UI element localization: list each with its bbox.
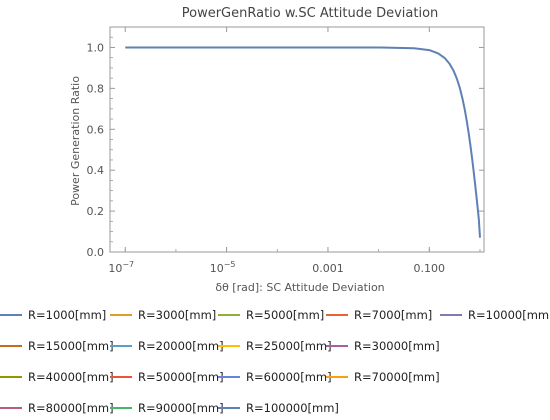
legend-swatch	[0, 345, 22, 347]
x-tick-label-exponent: −5	[224, 260, 236, 269]
x-tick-label: 10−5	[210, 260, 236, 275]
legend-item: R=1000[mm]	[0, 303, 106, 327]
legend-swatch	[218, 345, 240, 347]
legend-label: R=5000[mm]	[246, 308, 325, 322]
y-tick-label: 0.4	[87, 164, 105, 177]
legend-label: R=70000[mm]	[354, 370, 440, 384]
legend-swatch	[0, 376, 22, 378]
legend-label: R=25000[mm]	[246, 339, 332, 353]
legend-item: R=30000[mm]	[326, 334, 440, 358]
legend-label: R=40000[mm]	[28, 370, 114, 384]
legend-item: R=60000[mm]	[218, 365, 332, 389]
legend-item: R=15000[mm]	[0, 334, 114, 358]
legend-label: R=3000[mm]	[138, 308, 217, 322]
legend-item: R=80000[mm]	[0, 396, 114, 420]
y-tick-label: 0.2	[87, 205, 105, 218]
x-tick-label-base: 10	[108, 262, 122, 275]
legend-label: R=10000[mm]	[468, 308, 550, 322]
plot-area-border	[109, 26, 485, 253]
legend-label: R=100000[mm]	[246, 401, 339, 415]
legend-swatch	[0, 407, 22, 409]
x-tick-label: 0.100	[414, 262, 446, 275]
x-axis-label: δθ [rad]: SC Attitude Deviation	[215, 281, 384, 294]
legend-swatch	[110, 314, 132, 316]
legend-item: R=10000[mm]	[440, 303, 550, 327]
legend-row: R=80000[mm] R=90000[mm] R=100000[mm]	[0, 396, 550, 420]
series-line-0	[125, 46, 481, 238]
legend-label: R=60000[mm]	[246, 370, 332, 384]
x-tick-label: 10−7	[108, 260, 134, 275]
legend-swatch	[326, 376, 348, 378]
legend-swatch	[326, 345, 348, 347]
y-tick-label: 0.8	[87, 82, 105, 95]
legend: R=1000[mm] R=3000[mm] R=5000[mm] R=7000[mm]…	[0, 298, 550, 417]
chart: PowerGenRatio w.SC Attitude Deviation 0.…	[69, 6, 485, 294]
legend-label: R=7000[mm]	[354, 308, 433, 322]
legend-swatch	[110, 345, 132, 347]
plot-frame	[109, 26, 485, 253]
y-axis: 0.0 0.2 0.4 0.6 0.8 1.0	[87, 36, 484, 259]
legend-item: R=7000[mm]	[326, 303, 432, 327]
y-axis-label: Power Generation Ratio	[69, 76, 82, 206]
legend-swatch	[218, 376, 240, 378]
legend-label: R=15000[mm]	[28, 339, 114, 353]
legend-item: R=50000[mm]	[110, 365, 224, 389]
legend-item: R=40000[mm]	[0, 365, 114, 389]
legend-item: R=5000[mm]	[218, 303, 324, 327]
x-axis: 10−7 10−5 0.001 0.100	[108, 27, 481, 275]
legend-label: R=1000[mm]	[28, 308, 107, 322]
legend-label: R=90000[mm]	[138, 401, 224, 415]
legend-row: R=40000[mm] R=50000[mm] R=60000[mm] R=70000…	[0, 365, 550, 389]
series-layer	[125, 46, 481, 238]
legend-swatch	[440, 314, 462, 316]
legend-row: R=15000[mm] R=20000[mm] R=25000[mm] R=30000…	[0, 334, 550, 358]
legend-item: R=100000[mm]	[218, 396, 339, 420]
legend-swatch	[110, 376, 132, 378]
x-tick-label-exponent: −7	[122, 260, 134, 269]
legend-swatch	[326, 314, 348, 316]
legend-item: R=25000[mm]	[218, 334, 332, 358]
legend-swatch	[0, 314, 22, 316]
y-tick-label: 1.0	[87, 41, 105, 54]
x-tick-label: 0.001	[312, 262, 344, 275]
legend-row: R=1000[mm] R=3000[mm] R=5000[mm] R=7000[mm]…	[0, 303, 550, 327]
legend-item: R=20000[mm]	[110, 334, 224, 358]
legend-label: R=80000[mm]	[28, 401, 114, 415]
legend-label: R=50000[mm]	[138, 370, 224, 384]
y-tick-label: 0.0	[87, 246, 105, 259]
y-tick-label: 0.6	[87, 123, 105, 136]
legend-item: R=90000[mm]	[110, 396, 224, 420]
chart-title: PowerGenRatio w.SC Attitude Deviation	[182, 6, 439, 21]
legend-swatch	[218, 314, 240, 316]
legend-swatch	[110, 407, 132, 409]
legend-item: R=70000[mm]	[326, 365, 440, 389]
x-tick-label-base: 10	[210, 262, 224, 275]
legend-item: R=3000[mm]	[110, 303, 216, 327]
legend-label: R=30000[mm]	[354, 339, 440, 353]
legend-label: R=20000[mm]	[138, 339, 224, 353]
legend-swatch	[218, 407, 240, 409]
